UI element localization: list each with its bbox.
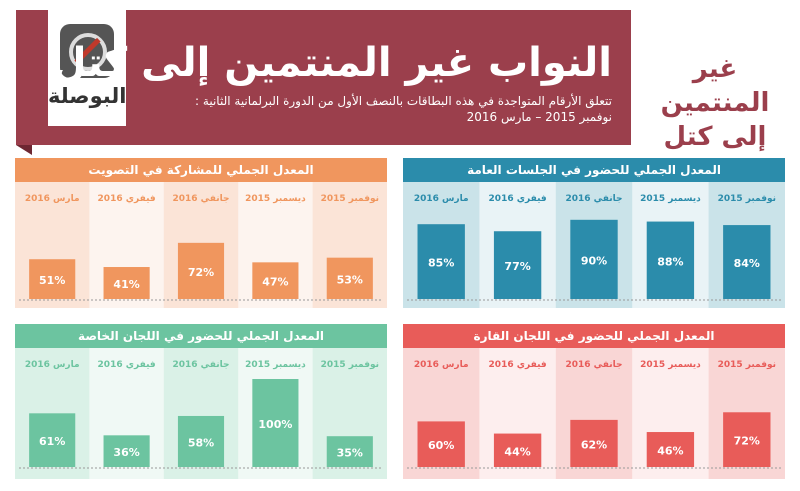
bar xyxy=(570,219,618,299)
bar xyxy=(29,259,76,299)
panel-permanent-title: المعدل الجملي للحضور في اللجان القارة xyxy=(403,324,785,348)
tick-label: مارس 2016 xyxy=(414,194,469,204)
tick-label: مارس 2016 xyxy=(414,360,469,370)
data-label: 90% xyxy=(581,254,607,267)
panel-plenary: المعدل الجملي للحضور في الجلسات العامة ن… xyxy=(403,158,785,308)
panel-voting-chart: نوفمبر 2015 53% ديسمبر 2015 47% جانفي 2016 72… xyxy=(15,182,387,308)
data-label: 58% xyxy=(188,436,214,449)
data-label: 53% xyxy=(337,273,363,286)
tick-label: فيفري 2016 xyxy=(98,194,156,204)
bar xyxy=(493,433,542,467)
panel-permanent: المعدل الجملي للحضور في اللجان القارة نو… xyxy=(403,324,785,479)
logo: البوصلة xyxy=(48,10,126,126)
tick-label: جانفي 2016 xyxy=(172,194,229,204)
bar xyxy=(417,224,465,299)
bar xyxy=(723,225,771,299)
data-label: 72% xyxy=(188,266,214,279)
tick-label: مارس 2016 xyxy=(25,194,80,204)
data-label: 100% xyxy=(258,418,292,431)
tick-label: فيفري 2016 xyxy=(489,194,547,204)
data-label: 47% xyxy=(262,276,288,289)
logo-text: البوصلة xyxy=(48,84,127,108)
panel-permanent-chart: نوفمبر 2015 72% ديسمبر 2015 46% جانفي 2016 62… xyxy=(403,348,785,479)
bar xyxy=(723,412,771,467)
bar xyxy=(177,415,225,467)
data-label: 72% xyxy=(734,435,760,448)
tick-label: جانفي 2016 xyxy=(565,194,622,204)
tick-label: نوفمبر 2015 xyxy=(718,194,776,204)
data-label: 41% xyxy=(113,278,139,291)
data-label: 44% xyxy=(504,445,530,458)
tick-label: نوفمبر 2015 xyxy=(321,194,379,204)
tick-label: جانفي 2016 xyxy=(565,360,622,370)
bar xyxy=(493,231,542,299)
compass-icon xyxy=(60,24,114,78)
bar xyxy=(177,242,225,299)
panel-plenary-chart: نوفمبر 2015 84% ديسمبر 2015 88% جانفي 2016 90… xyxy=(403,182,785,308)
side-title: غير المنتمين إلى كتل xyxy=(660,54,770,152)
bar xyxy=(417,421,465,467)
tick-label: فيفري 2016 xyxy=(489,360,547,370)
bar xyxy=(103,435,150,467)
panel-voting: المعدل الجملي للمشاركة في التصويت نوفمبر… xyxy=(15,158,387,308)
panel-voting-title: المعدل الجملي للمشاركة في التصويت xyxy=(15,158,387,182)
tick-label: نوفمبر 2015 xyxy=(321,360,379,370)
data-label: 51% xyxy=(39,274,65,287)
bar xyxy=(29,413,76,467)
subtitle-line-2: نوفمبر 2015 – مارس 2016 xyxy=(466,110,612,124)
bar xyxy=(326,436,373,467)
data-label: 85% xyxy=(428,257,454,270)
bar xyxy=(252,262,299,299)
bar xyxy=(103,267,150,299)
bar xyxy=(646,432,695,467)
tick-label: نوفمبر 2015 xyxy=(718,360,776,370)
subtitle-line-1: تتعلق الأرقام المتواجدة في هذه البطاقات … xyxy=(195,94,612,108)
bar xyxy=(570,419,618,467)
tick-label: ديسمبر 2015 xyxy=(245,360,306,370)
panel-special-chart: نوفمبر 2015 35% ديسمبر 2015 100% جانفي 2016 5… xyxy=(15,348,387,479)
panel-special: المعدل الجملي للحضور في اللجان الخاصة نو… xyxy=(15,324,387,479)
data-label: 84% xyxy=(734,257,760,270)
panel-plenary-title: المعدل الجملي للحضور في الجلسات العامة xyxy=(403,158,785,182)
tick-label: ديسمبر 2015 xyxy=(640,194,701,204)
data-label: 77% xyxy=(504,260,530,273)
data-label: 46% xyxy=(657,445,683,458)
banner-fold xyxy=(16,145,32,155)
data-label: 88% xyxy=(657,255,683,268)
bar xyxy=(326,257,373,299)
data-label: 60% xyxy=(428,439,454,452)
tick-label: جانفي 2016 xyxy=(172,360,229,370)
tick-label: مارس 2016 xyxy=(25,360,80,370)
data-label: 36% xyxy=(113,446,139,459)
data-label: 61% xyxy=(39,435,65,448)
tick-label: فيفري 2016 xyxy=(98,360,156,370)
panel-special-title: المعدل الجملي للحضور في اللجان الخاصة xyxy=(15,324,387,348)
page-title: النواب غير المنتمين إلى كتل xyxy=(51,40,612,86)
data-label: 35% xyxy=(337,447,363,460)
bar xyxy=(252,379,299,467)
data-label: 62% xyxy=(581,438,607,451)
bar xyxy=(646,221,695,299)
tick-label: ديسمبر 2015 xyxy=(640,360,701,370)
tick-label: ديسمبر 2015 xyxy=(245,194,306,204)
